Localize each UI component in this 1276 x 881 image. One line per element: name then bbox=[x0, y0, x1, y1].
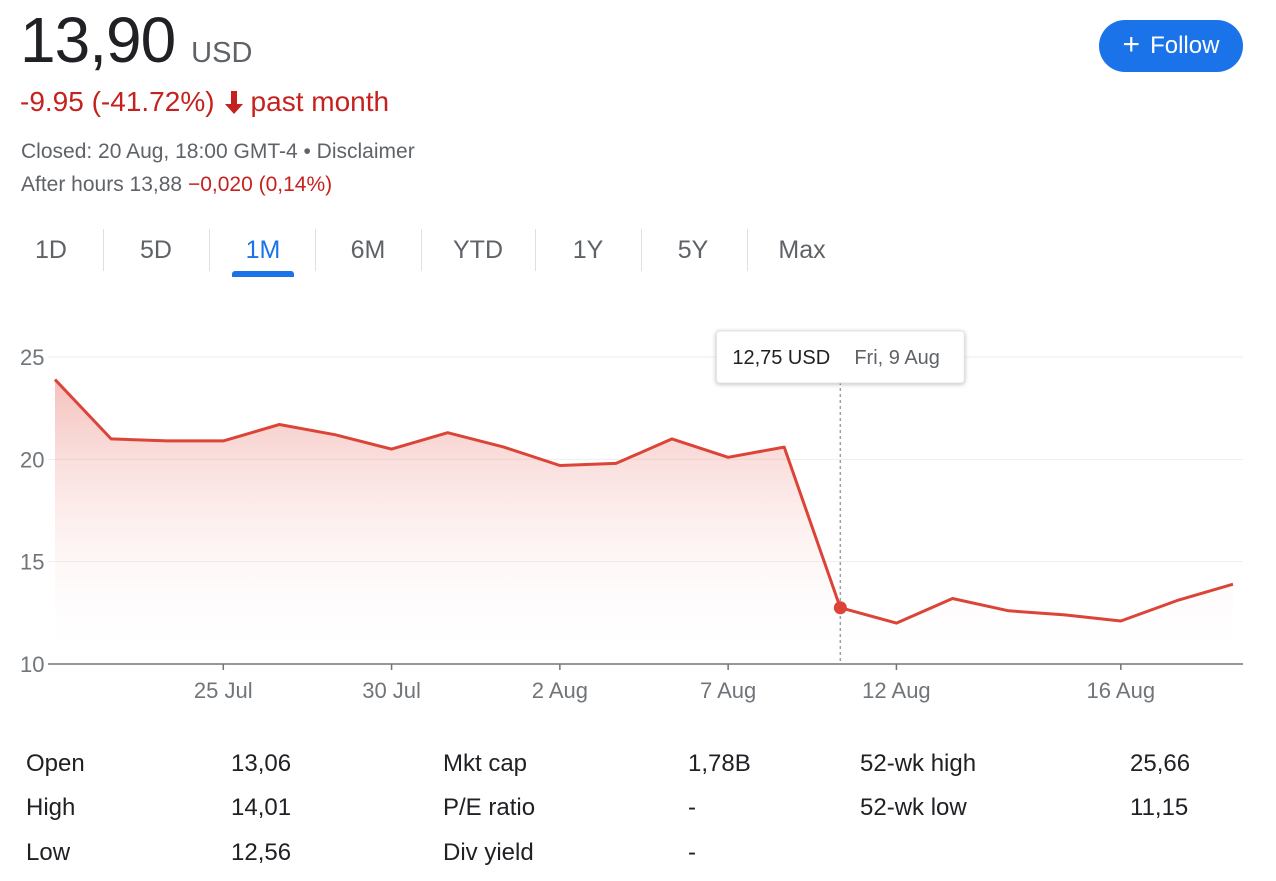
stat-label-div-yield: Div yield bbox=[443, 839, 534, 866]
y-tick-label: 15 bbox=[20, 550, 44, 575]
plus-icon: + bbox=[1122, 27, 1141, 61]
price-header: 13,90 USD bbox=[20, 0, 252, 80]
stat-value-52wk-high: 25,66 bbox=[1130, 750, 1191, 777]
tab-max[interactable]: Max bbox=[778, 236, 826, 264]
tab-1d[interactable]: 1D bbox=[35, 236, 67, 264]
tab-1y[interactable]: 1Y bbox=[572, 236, 604, 264]
tab-5y[interactable]: 5Y bbox=[677, 236, 709, 264]
tab-divider bbox=[209, 229, 210, 271]
stat-value-mkt-cap: 1,78B bbox=[688, 750, 751, 777]
price-area bbox=[55, 379, 1233, 664]
x-tick-label: 2 Aug bbox=[532, 678, 588, 703]
y-tick-label: 25 bbox=[20, 345, 44, 370]
tooltip-date: Fri, 9 Aug bbox=[854, 347, 940, 369]
y-tick-label: 20 bbox=[20, 447, 44, 472]
stats-table: Open 13,06 High 14,01 Low 12,56 Mkt cap … bbox=[0, 740, 1276, 880]
x-tick-label: 12 Aug bbox=[862, 678, 931, 703]
tab-divider bbox=[747, 229, 748, 271]
tab-divider bbox=[535, 229, 536, 271]
tab-1m[interactable]: 1M bbox=[245, 236, 281, 264]
tab-divider bbox=[421, 229, 422, 271]
stat-label-high: High bbox=[26, 794, 76, 821]
follow-button[interactable]: + Follow bbox=[1099, 20, 1243, 72]
hover-point bbox=[833, 601, 847, 615]
price-chart[interactable]: 25 20 15 10 25 Jul 30 Jul 2 Aug 7 Aug 12 Aug 16 … bbox=[0, 300, 1276, 720]
y-axis-labels: 25 20 15 10 bbox=[20, 345, 44, 677]
current-price: 13,90 bbox=[20, 4, 176, 76]
after-hours-info: After hours 13,88 −0,020 (0,14%) bbox=[21, 173, 332, 197]
stat-label-52wk-high: 52-wk high bbox=[860, 750, 977, 777]
stat-label-mkt-cap: Mkt cap bbox=[443, 750, 528, 777]
closed-info: Closed: 20 Aug, 18:00 GMT-4 • Disclaimer bbox=[21, 140, 415, 163]
follow-label: Follow bbox=[1150, 32, 1220, 59]
arrow-down-icon bbox=[223, 89, 245, 115]
change-value: -9.95 (-41.72%) bbox=[20, 86, 215, 117]
tab-5d[interactable]: 5D bbox=[140, 236, 172, 264]
price-change: -9.95 (-41.72%) past month bbox=[20, 86, 389, 118]
stat-value-high: 14,01 bbox=[231, 794, 292, 821]
x-tick-label: 25 Jul bbox=[194, 678, 253, 703]
stat-label-pe-ratio: P/E ratio bbox=[443, 794, 536, 821]
after-hours-change: −0,020 (0,14%) bbox=[187, 173, 333, 196]
price-tooltip: 12,75 USD Fri, 9 Aug bbox=[715, 330, 965, 384]
active-tab-indicator bbox=[232, 271, 294, 277]
currency-label: USD bbox=[191, 37, 253, 69]
x-tick-label: 30 Jul bbox=[362, 678, 421, 703]
x-axis-labels: 25 Jul 30 Jul 2 Aug 7 Aug 12 Aug 16 Aug bbox=[194, 664, 1155, 703]
x-tick-label: 7 Aug bbox=[700, 678, 756, 703]
stat-value-open: 13,06 bbox=[231, 750, 292, 777]
x-tick-label: 16 Aug bbox=[1087, 678, 1156, 703]
tab-ytd[interactable]: YTD bbox=[453, 236, 503, 264]
y-tick-label: 10 bbox=[20, 652, 44, 677]
price-line bbox=[53, 378, 1234, 625]
after-hours-label: After hours 13,88 bbox=[21, 173, 183, 196]
change-period: past month bbox=[250, 86, 390, 117]
stat-value-pe-ratio: - bbox=[688, 794, 696, 821]
tab-divider bbox=[103, 229, 104, 271]
tooltip-price: 12,75 USD bbox=[732, 347, 830, 369]
stat-label-open: Open bbox=[26, 750, 85, 777]
stat-label-52wk-low: 52-wk low bbox=[860, 794, 967, 821]
tab-6m[interactable]: 6M bbox=[350, 236, 386, 264]
tab-divider bbox=[641, 229, 642, 271]
stat-label-low: Low bbox=[26, 839, 71, 866]
stat-value-52wk-low: 11,15 bbox=[1130, 794, 1189, 821]
stat-value-low: 12,56 bbox=[231, 839, 292, 866]
stat-value-div-yield: - bbox=[688, 839, 696, 866]
tab-divider bbox=[315, 229, 316, 271]
